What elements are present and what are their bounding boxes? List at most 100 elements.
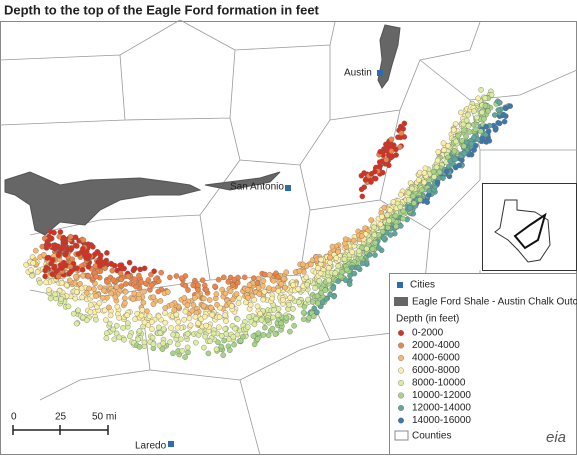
depth-point [344, 266, 350, 273]
depth-point [140, 299, 147, 306]
depth-point [383, 157, 390, 163]
depth-point [304, 281, 310, 288]
depth-point [453, 138, 459, 145]
legend-swatch [394, 297, 408, 306]
depth-point [482, 95, 488, 101]
depth-point [231, 341, 237, 348]
depth-point [492, 125, 499, 131]
depth-point [269, 325, 276, 332]
depth-point [149, 334, 156, 341]
depth-point [151, 268, 157, 274]
depth-point [174, 341, 181, 348]
depth-point [159, 346, 166, 352]
depth-point [362, 177, 369, 183]
depth-point [190, 302, 197, 308]
depth-point [131, 290, 138, 297]
depth-point [123, 281, 129, 287]
depth-point [291, 323, 297, 329]
depth-point [135, 336, 141, 343]
depth-point [74, 243, 80, 249]
depth-point [97, 255, 103, 262]
city-marker [168, 441, 174, 447]
depth-point [58, 280, 65, 286]
depth-point [120, 325, 126, 331]
depth-point [174, 324, 181, 331]
depth-point [262, 324, 268, 331]
depth-point [500, 111, 507, 118]
depth-point [234, 331, 241, 338]
depth-point [61, 239, 68, 246]
depth-point [162, 310, 168, 316]
depth-point [29, 272, 35, 279]
depth-point [369, 246, 376, 252]
depth-point [131, 276, 138, 282]
depth-point [398, 191, 404, 198]
depth-point [507, 103, 513, 109]
depth-point [122, 289, 129, 295]
depth-point [93, 293, 99, 299]
legend-swatch [398, 405, 405, 412]
city-label: Austin [344, 68, 372, 79]
depth-point [316, 278, 323, 284]
depth-point [155, 313, 162, 320]
depth-point [255, 330, 262, 336]
city-marker [377, 70, 383, 76]
depth-point [33, 247, 39, 254]
depth-point [221, 274, 227, 281]
depth-point [241, 274, 248, 281]
depth-point [118, 283, 125, 289]
depth-point [157, 330, 163, 336]
depth-point [466, 129, 473, 135]
depth-point [108, 260, 114, 267]
depth-point [327, 254, 333, 261]
depth-point [479, 109, 485, 116]
depth-point [435, 149, 441, 155]
depth-point [37, 279, 43, 286]
depth-point [149, 326, 155, 332]
depth-point [130, 296, 136, 302]
depth-point [342, 277, 349, 283]
depth-point [97, 284, 103, 291]
depth-point [283, 269, 290, 275]
depth-point [52, 291, 58, 298]
depth-point [443, 168, 450, 175]
depth-point [133, 283, 139, 290]
depth-point [482, 103, 489, 109]
depth-point [160, 340, 166, 347]
legend-swatch [398, 367, 405, 374]
depth-point [359, 233, 365, 239]
depth-point [75, 307, 81, 314]
depth-point [290, 306, 296, 312]
legend [389, 273, 577, 455]
depth-point [212, 283, 218, 290]
depth-point [218, 343, 225, 350]
depth-point [73, 289, 80, 295]
legend-swatch [398, 392, 405, 399]
depth-point [434, 157, 441, 164]
depth-point [167, 339, 173, 345]
depth-point [465, 112, 471, 118]
depth-point [465, 123, 472, 129]
depth-point [138, 312, 145, 319]
depth-point [398, 130, 405, 136]
depth-point [156, 324, 162, 331]
depth-point [157, 298, 164, 304]
depth-point [492, 112, 498, 118]
depth-point [235, 300, 242, 306]
depth-point [122, 300, 128, 306]
depth-point [231, 276, 238, 283]
depth-point [179, 348, 186, 354]
scale-label: 50 mi [92, 412, 116, 423]
depth-point [96, 300, 103, 306]
depth-point [42, 267, 48, 274]
depth-point [216, 314, 223, 320]
depth-point [342, 240, 348, 247]
depth-point [67, 233, 74, 240]
depth-point [287, 328, 293, 335]
depth-point [148, 271, 154, 278]
depth-point [46, 287, 52, 293]
depth-point [230, 334, 237, 340]
depth-point [262, 271, 268, 278]
depth-point [53, 243, 60, 250]
depth-point [90, 244, 96, 250]
